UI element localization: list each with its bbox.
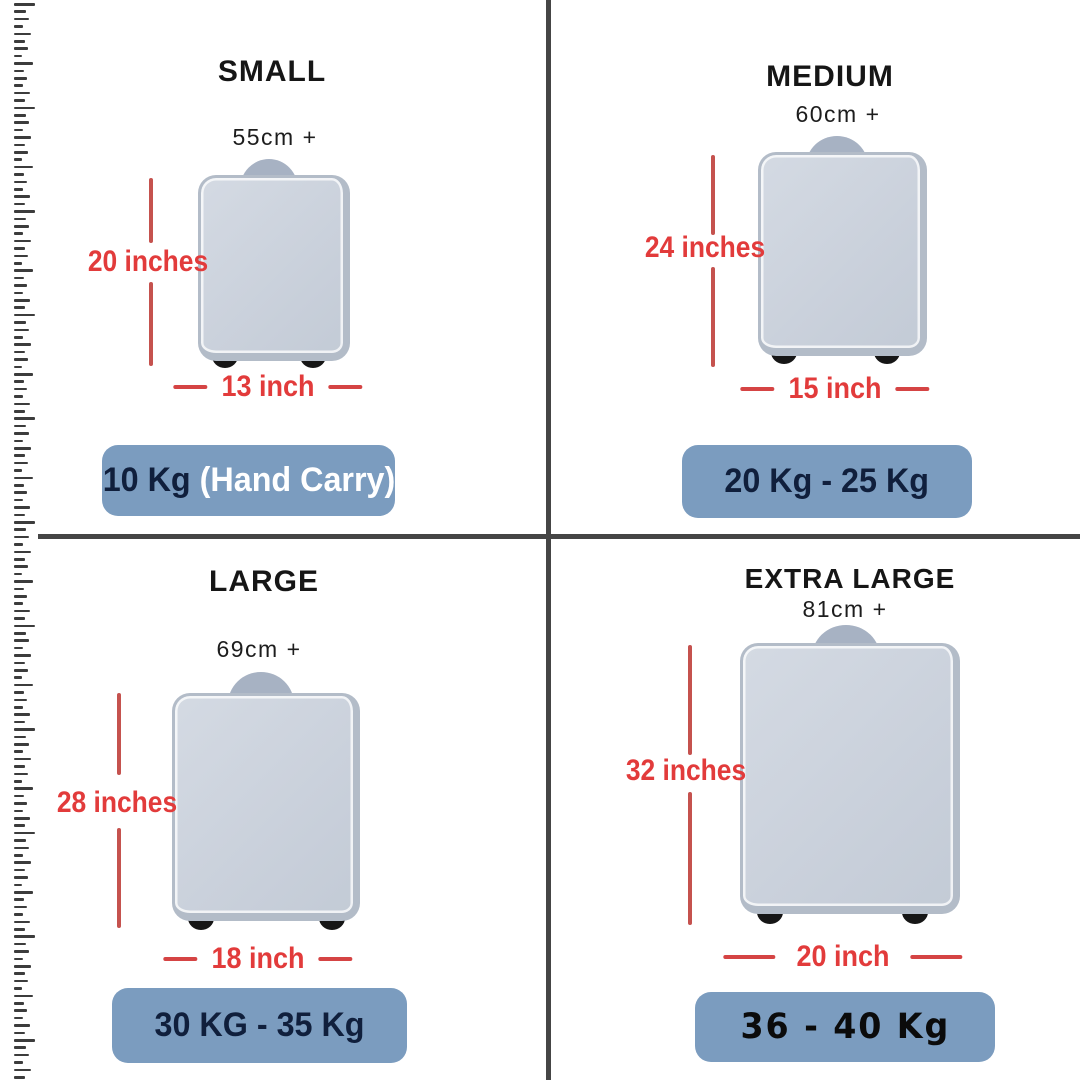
suitcase-body [740, 643, 960, 914]
size-title: LARGE [209, 565, 319, 598]
width-dash-right [318, 957, 353, 961]
height-line-bottom [688, 792, 692, 925]
weight-secondary: (Hand Carry) [199, 461, 395, 499]
size-title: EXTRA LARGE [744, 563, 956, 594]
height-label: 20 inches [87, 245, 209, 278]
ruler [0, 0, 40, 1080]
height-line-top [149, 178, 153, 243]
size-title: SMALL [217, 55, 327, 88]
cm-dimension: 60cm + [795, 101, 881, 127]
weight-badge: 10 Kg (Hand Carry) [102, 445, 395, 516]
height-label: 28 inches [56, 786, 178, 819]
vertical-divider [546, 0, 551, 1080]
width-dash-left [723, 955, 776, 959]
weight-badge: 20 Kg - 25 Kg [682, 445, 972, 518]
cm-dimension: 55cm + [232, 124, 318, 150]
weight-primary: 36 - 40 Kg [740, 1007, 950, 1047]
height-line-top [117, 693, 121, 775]
suitcase-body [758, 152, 927, 356]
quadrant-large: LARGE 69cm + 28 inches 18 inch 30 KG - 3… [40, 540, 546, 1080]
size-title: MEDIUM [766, 60, 894, 93]
height-line-bottom [149, 282, 153, 366]
width-dash-left [173, 385, 208, 389]
width-dash-right [895, 387, 930, 391]
width-dash-right [910, 955, 963, 959]
width-label: 18 inch [211, 942, 305, 975]
weight-badge: 30 KG - 35 Kg [112, 988, 407, 1063]
weight-primary: 20 Kg - 25 Kg [724, 462, 930, 500]
cm-dimension: 81cm + [802, 596, 888, 622]
height-line-top [711, 155, 715, 235]
width-measure: 15 inch [740, 372, 930, 406]
height-line-bottom [711, 267, 715, 367]
width-label: 13 inch [221, 370, 315, 403]
width-measure: 13 inch [173, 370, 363, 404]
width-measure: 18 inch [163, 942, 353, 976]
width-dash-left [163, 957, 198, 961]
width-label: 20 inch [796, 940, 890, 973]
width-measure: 20 inch [723, 940, 963, 974]
horizontal-divider [38, 534, 1080, 539]
weight-badge: 36 - 40 Kg [695, 992, 995, 1062]
width-dash-left [740, 387, 775, 391]
width-label: 15 inch [788, 372, 882, 405]
width-dash-right [328, 385, 363, 389]
suitcase-body [172, 693, 360, 921]
quadrant-extra-large: EXTRA LARGE 81cm + 32 inches 20 inch 36 … [552, 540, 1080, 1080]
height-label: 24 inches [644, 231, 766, 264]
height-line-top [688, 645, 692, 755]
quadrant-medium: MEDIUM 60cm + 24 inches 15 inch 20 Kg - … [552, 0, 1080, 534]
suitcase-body [198, 175, 350, 361]
height-line-bottom [117, 828, 121, 928]
weight-primary: 10 Kg [102, 461, 200, 499]
height-label: 32 inches [625, 754, 747, 787]
weight-primary: 30 KG - 35 Kg [154, 1006, 365, 1044]
quadrant-small: SMALL 55cm + 20 inches 13 inch 10 Kg (Ha… [40, 0, 546, 534]
cm-dimension: 69cm + [216, 636, 302, 662]
